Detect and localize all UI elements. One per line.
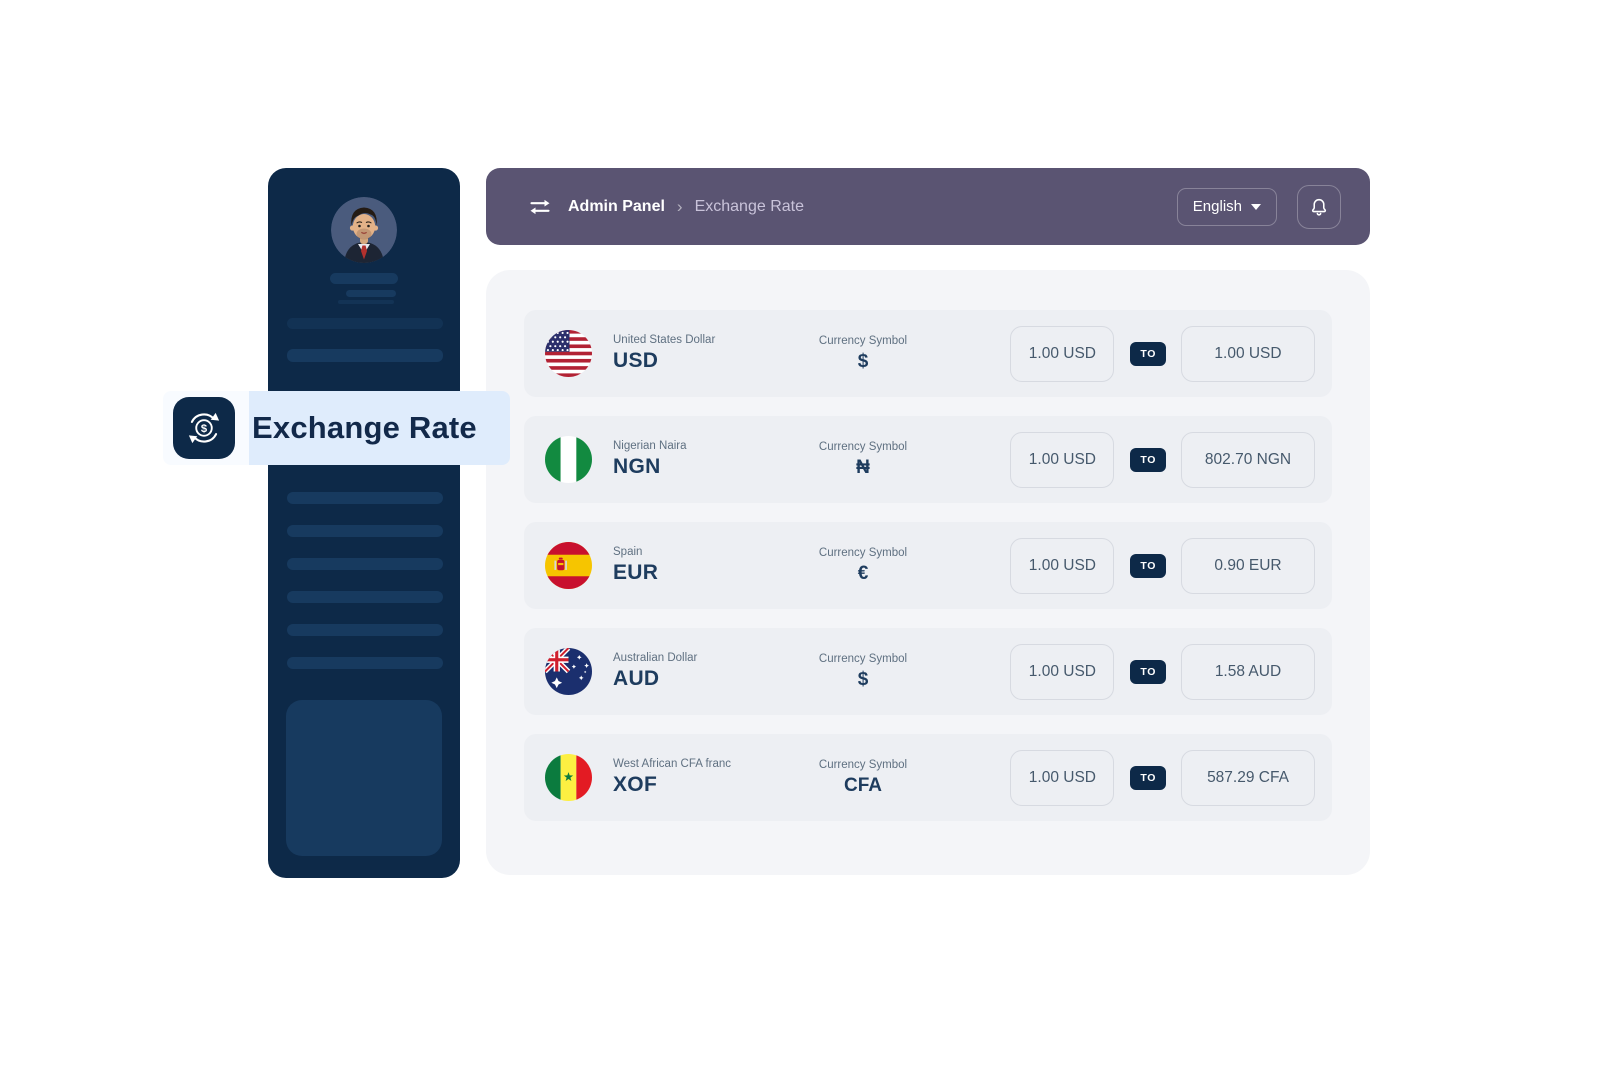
sidebar-menu-placeholder — [287, 657, 443, 669]
currency-row-usd: United States Dollar USD Currency Symbol… — [524, 310, 1332, 397]
currency-symbol-block: Currency Symbol € — [788, 547, 938, 585]
currency-symbol-label: Currency Symbol — [818, 652, 908, 665]
australia-flag-icon — [545, 648, 592, 695]
conversion-block: 1.00 USD TO 1.00 USD — [1010, 325, 1315, 382]
sidebar-menu-placeholder — [287, 624, 443, 636]
sidebar-widget-placeholder — [286, 700, 442, 856]
currency-code: NGN — [613, 455, 661, 478]
language-dropdown[interactable]: English — [1176, 187, 1277, 226]
to-badge: TO — [1130, 447, 1166, 472]
currency-code: USD — [613, 349, 659, 372]
avatar — [331, 197, 397, 263]
currency-row-ngn: Nigerian Naira NGN Currency Symbol ₦ 1.0… — [524, 416, 1332, 503]
us-flag-icon — [545, 330, 592, 377]
currency-symbol-label: Currency Symbol — [818, 758, 908, 771]
conversion-block: 1.00 USD TO 587.29 CFA — [1010, 749, 1315, 806]
currency-symbol-value: € — [857, 562, 869, 584]
senegal-flag-icon — [545, 754, 592, 801]
currency-symbol-block: Currency Symbol $ — [788, 653, 938, 691]
language-label: English — [1192, 198, 1242, 215]
sidebar-subtitle-placeholder — [338, 300, 394, 304]
currency-info: United States Dollar USD — [613, 334, 788, 373]
exchange-rate-menu-badge[interactable]: $ Exchange Rate — [157, 377, 510, 477]
to-badge: TO — [1130, 341, 1166, 366]
sidebar-username-placeholder — [330, 273, 398, 284]
chevron-down-icon — [1251, 203, 1261, 210]
currency-symbol-block: Currency Symbol ₦ — [788, 441, 938, 479]
currency-symbol-block: Currency Symbol $ — [788, 335, 938, 373]
from-amount-input[interactable]: 1.00 USD — [1010, 643, 1115, 700]
currency-name: United States Dollar — [613, 334, 716, 346]
currency-row-eur: Spain EUR Currency Symbol € 1.00 USD TO … — [524, 522, 1332, 609]
currency-symbol-block: Currency Symbol CFA — [788, 759, 938, 797]
sidebar-subtitle-placeholder — [346, 290, 396, 297]
sidebar-menu-placeholder — [287, 318, 443, 329]
currency-symbol-label: Currency Symbol — [818, 440, 908, 453]
spain-flag-icon — [545, 542, 592, 589]
currency-symbol-value: $ — [857, 350, 869, 372]
svg-text:$: $ — [201, 423, 208, 435]
currency-info: Spain EUR — [613, 546, 788, 585]
conversion-block: 1.00 USD TO 1.58 AUD — [1010, 643, 1315, 700]
currency-symbol-label: Currency Symbol — [818, 546, 908, 559]
currency-info: Nigerian Naira NGN — [613, 440, 788, 479]
currency-code: XOF — [613, 773, 658, 796]
breadcrumb-admin-panel[interactable]: Admin Panel — [568, 197, 665, 215]
sidebar-menu-placeholder — [287, 492, 443, 504]
exchange-rate-badge-label: Exchange Rate — [252, 410, 477, 445]
exchange-rate-panel: United States Dollar USD Currency Symbol… — [486, 270, 1370, 875]
sidebar-menu-placeholder — [287, 591, 443, 603]
sidebar-menu-placeholder — [287, 525, 443, 537]
to-amount-input[interactable]: 0.90 EUR — [1181, 537, 1315, 594]
conversion-block: 1.00 USD TO 802.70 NGN — [1010, 431, 1315, 488]
to-badge: TO — [1130, 765, 1166, 790]
currency-info: Australian Dollar AUD — [613, 652, 788, 691]
from-amount-input[interactable]: 1.00 USD — [1010, 431, 1115, 488]
currency-symbol-value: ₦ — [856, 456, 870, 478]
to-badge: TO — [1130, 553, 1166, 578]
topbar: Admin Panel › Exchange Rate English — [486, 168, 1370, 245]
currency-name: Nigerian Naira — [613, 440, 687, 452]
currency-symbol-value: $ — [857, 668, 869, 690]
from-amount-input[interactable]: 1.00 USD — [1010, 749, 1115, 806]
user-avatar-illustration — [331, 197, 397, 263]
notifications-button[interactable] — [1297, 184, 1341, 229]
swap-icon[interactable] — [528, 198, 552, 216]
sidebar-menu-placeholder — [287, 349, 443, 362]
currency-row-aud: Australian Dollar AUD Currency Symbol $ … — [524, 628, 1332, 715]
breadcrumb-exchange-rate: Exchange Rate — [694, 197, 804, 215]
currency-code: AUD — [613, 667, 660, 690]
from-amount-input[interactable]: 1.00 USD — [1010, 325, 1115, 382]
to-badge: TO — [1130, 659, 1166, 684]
to-amount-input[interactable]: 587.29 CFA — [1181, 749, 1315, 806]
currency-symbol-label: Currency Symbol — [818, 334, 908, 347]
sidebar — [268, 168, 460, 878]
chevron-right-icon: › — [676, 196, 683, 216]
sidebar-menu-placeholder — [287, 558, 443, 570]
to-amount-input[interactable]: 802.70 NGN — [1181, 431, 1315, 488]
currency-name: Spain — [613, 546, 643, 558]
currency-name: West African CFA franc — [613, 758, 732, 770]
currency-exchange-icon: $ — [173, 397, 235, 459]
currency-row-xof: West African CFA franc XOF Currency Symb… — [524, 734, 1332, 821]
bell-icon — [1311, 198, 1327, 216]
currency-code: EUR — [613, 561, 659, 584]
currency-info: West African CFA franc XOF — [613, 758, 788, 797]
from-amount-input[interactable]: 1.00 USD — [1010, 537, 1115, 594]
nigeria-flag-icon — [545, 436, 592, 483]
to-amount-input[interactable]: 1.58 AUD — [1181, 643, 1315, 700]
currency-name: Australian Dollar — [613, 652, 698, 664]
currency-symbol-value: CFA — [844, 774, 882, 796]
to-amount-input[interactable]: 1.00 USD — [1181, 325, 1315, 382]
conversion-block: 1.00 USD TO 0.90 EUR — [1010, 537, 1315, 594]
